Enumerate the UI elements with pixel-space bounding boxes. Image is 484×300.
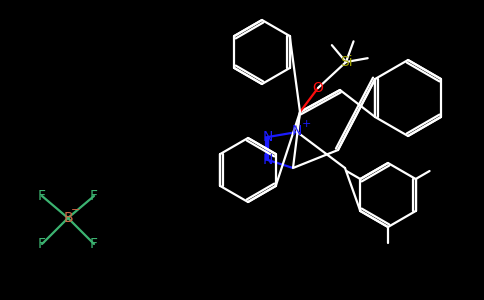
Text: +: + [302,119,311,129]
Text: Si: Si [340,55,352,69]
Text: B: B [63,211,73,225]
Text: F: F [90,189,98,203]
Text: O: O [313,81,323,95]
Text: F: F [38,189,46,203]
Text: N: N [263,153,273,167]
Text: F: F [38,237,46,251]
Text: −: − [71,205,81,215]
Text: F: F [90,237,98,251]
Text: N: N [263,130,273,144]
Text: N: N [292,124,302,138]
